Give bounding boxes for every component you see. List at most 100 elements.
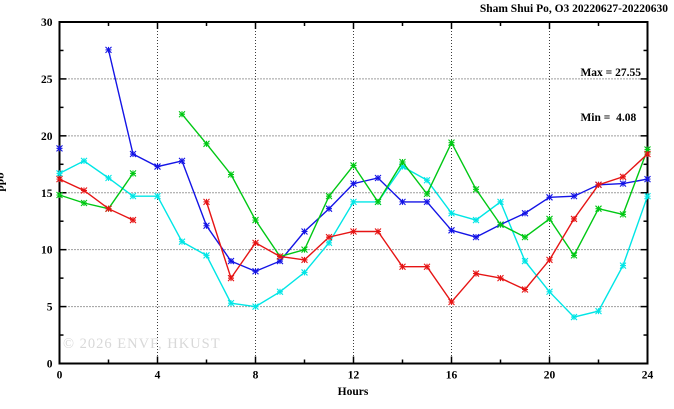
marker-stroke <box>570 313 578 321</box>
data-marker-green-line <box>203 140 210 148</box>
marker-stroke <box>80 187 88 194</box>
marker-stroke <box>227 274 235 282</box>
marker-stroke <box>644 175 651 183</box>
data-marker-cyan-line <box>350 198 357 206</box>
marker-stroke <box>644 150 651 158</box>
data-marker-red-line <box>595 181 602 189</box>
data-marker-green-line <box>399 158 406 166</box>
marker-stroke <box>546 193 553 201</box>
data-marker-green-line <box>56 191 63 199</box>
data-marker-blue-line <box>423 198 431 206</box>
data-marker-cyan-line <box>497 198 504 206</box>
data-marker-blue-line <box>129 150 137 158</box>
data-marker-blue-line <box>56 144 63 152</box>
data-marker-cyan-line <box>448 209 455 217</box>
max-value-label: Max = 27.55 <box>580 67 641 79</box>
marker-stroke <box>546 215 553 223</box>
data-marker-blue-line <box>374 174 382 182</box>
data-marker-cyan-line <box>252 303 259 310</box>
x-tick-label: 8 <box>253 370 259 382</box>
marker-stroke <box>154 163 161 170</box>
marker-stroke <box>252 267 259 275</box>
data-marker-green-line <box>227 171 235 178</box>
data-marker-blue-line <box>644 175 651 183</box>
marker-stroke <box>325 233 333 241</box>
marker-stroke <box>178 157 186 165</box>
marker-stroke <box>472 270 480 277</box>
data-marker-blue-line <box>301 228 308 235</box>
data-marker-green-line <box>497 221 504 229</box>
data-marker-cyan-line <box>203 251 210 259</box>
data-marker-cyan-line <box>570 313 578 321</box>
marker-stroke <box>399 158 406 166</box>
marker-stroke <box>644 192 651 200</box>
data-marker-cyan-line <box>546 288 553 296</box>
marker-stroke <box>521 233 529 241</box>
marker-stroke <box>497 221 504 229</box>
marker-stroke <box>80 199 88 207</box>
x-tick-label: 4 <box>155 370 161 382</box>
series-path-blue-line <box>107 49 648 273</box>
marker-stroke <box>203 198 210 206</box>
data-marker-blue-line <box>105 46 112 54</box>
data-marker-red-line <box>644 150 651 158</box>
marker-stroke <box>56 170 63 177</box>
marker-stroke <box>252 303 259 310</box>
max-min-annotation: Max = 27.55 Min = 4.08 <box>580 36 641 156</box>
data-marker-cyan-line <box>178 238 186 246</box>
data-marker-red-line <box>570 215 578 223</box>
data-marker-red-line <box>546 256 553 264</box>
marker-stroke <box>56 144 63 152</box>
marker-stroke <box>325 205 333 213</box>
y-tick-label: 0 <box>47 359 53 371</box>
marker-stroke <box>80 157 88 165</box>
marker-stroke <box>595 205 602 213</box>
marker-stroke <box>399 198 406 206</box>
marker-stroke <box>374 198 382 206</box>
data-marker-cyan-line <box>472 216 480 224</box>
data-marker-blue-line <box>325 205 333 213</box>
marker-stroke <box>570 251 578 259</box>
data-marker-red-line <box>105 205 112 213</box>
data-marker-red-line <box>448 298 455 306</box>
marker-stroke <box>521 209 529 217</box>
data-marker-red-line <box>497 274 504 282</box>
marker-stroke <box>423 263 431 271</box>
data-marker-red-line <box>325 233 333 241</box>
data-marker-green-line <box>252 216 259 224</box>
marker-stroke <box>178 238 186 246</box>
data-marker-red-line <box>521 286 529 293</box>
data-marker-blue-line <box>227 257 235 265</box>
data-marker-red-line <box>227 274 235 282</box>
marker-stroke <box>423 176 431 184</box>
marker-stroke <box>105 46 112 54</box>
marker-stroke <box>129 170 137 177</box>
data-marker-green-line <box>129 170 137 177</box>
marker-stroke <box>178 110 186 118</box>
data-marker-green-line <box>80 199 88 207</box>
series-path-red-line <box>59 153 648 304</box>
series-path-green-line <box>59 113 649 258</box>
data-marker-blue-line <box>570 192 578 200</box>
marker-stroke <box>56 175 63 183</box>
marker-stroke <box>301 269 308 276</box>
data-marker-green-line <box>301 246 308 254</box>
data-marker-green-line <box>325 192 333 200</box>
y-tick-label: 20 <box>41 131 53 143</box>
marker-stroke <box>276 253 284 260</box>
data-marker-cyan-line <box>105 174 112 182</box>
data-marker-blue-line <box>203 222 210 230</box>
marker-stroke <box>497 198 504 206</box>
data-marker-cyan-line <box>423 176 431 184</box>
data-marker-blue-line <box>178 157 186 165</box>
data-marker-cyan-line <box>276 288 284 296</box>
watermark: © 2026 ENVF, HKUST <box>63 336 221 352</box>
marker-stroke <box>350 162 357 169</box>
marker-stroke <box>252 216 259 224</box>
marker-stroke <box>276 288 284 296</box>
data-marker-cyan-line <box>129 192 137 200</box>
marker-stroke <box>203 222 210 230</box>
data-marker-green-line <box>374 198 382 206</box>
marker-stroke <box>399 263 406 271</box>
